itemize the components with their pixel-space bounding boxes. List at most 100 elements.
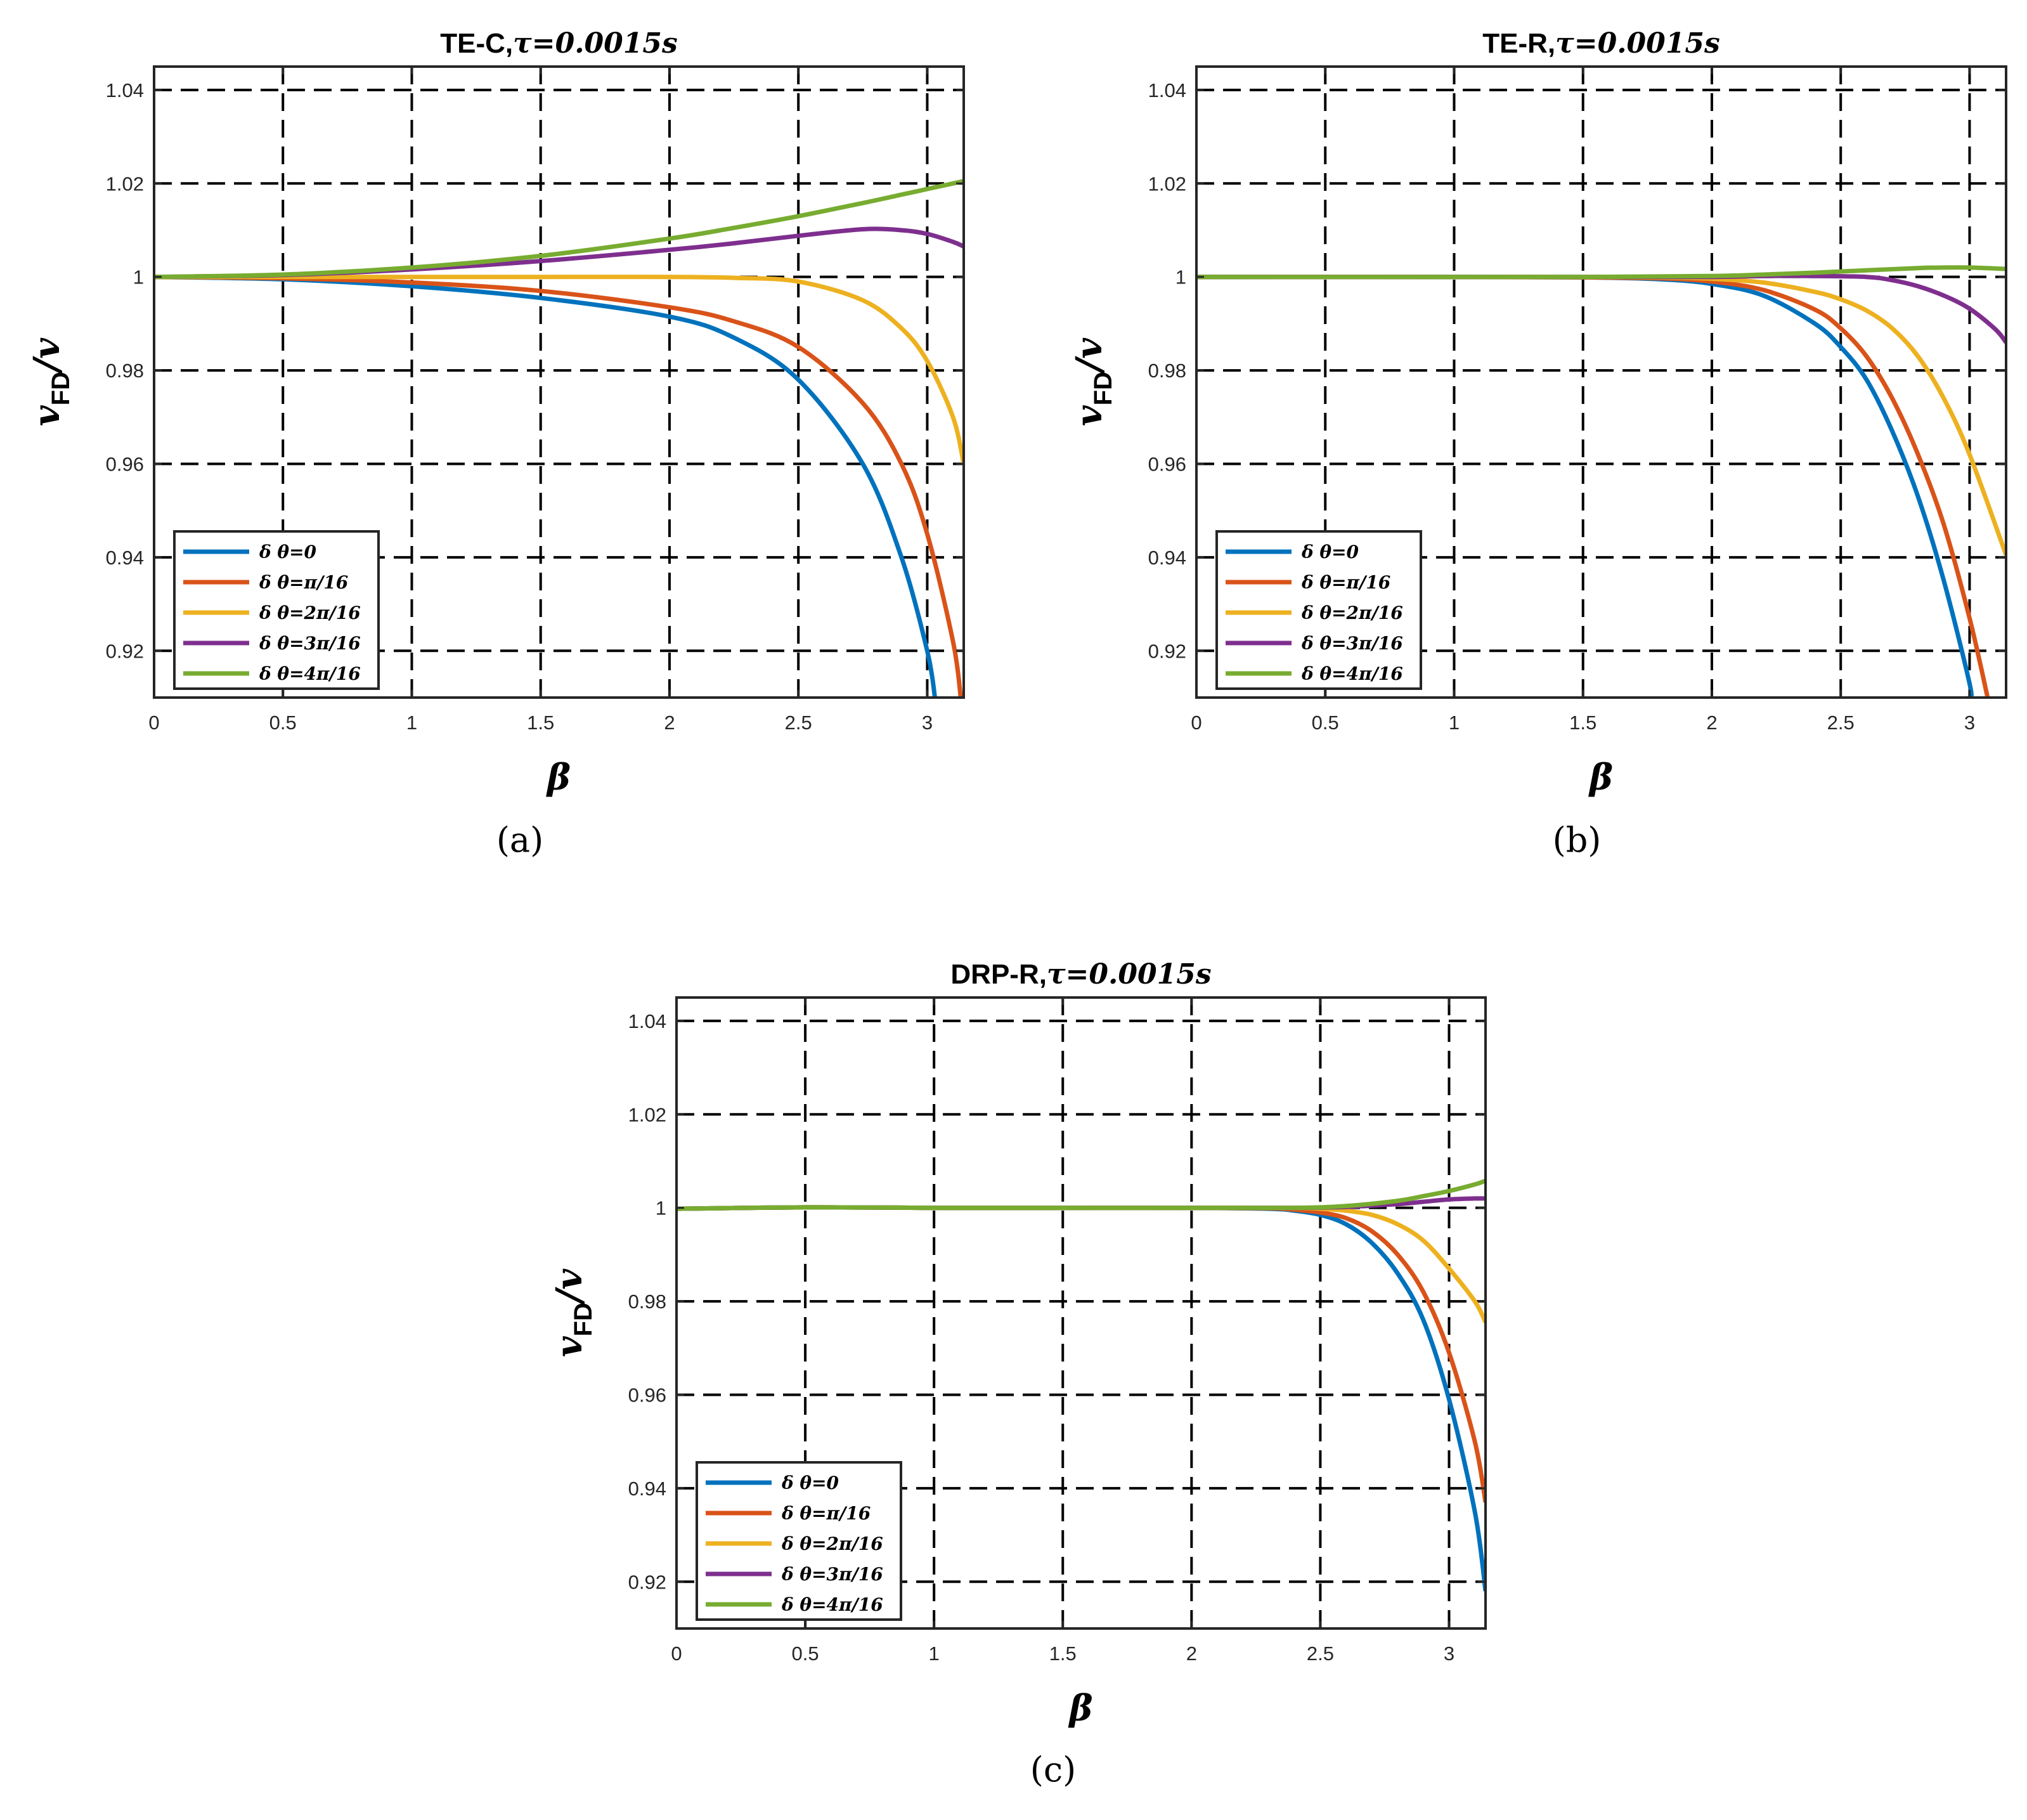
- x-tick-label: 2: [1186, 1642, 1197, 1665]
- legend-item: δ θ=2π/16: [183, 602, 361, 623]
- y-tick-label: 1.04: [628, 1010, 666, 1032]
- x-axis-label: β: [1068, 1687, 1092, 1729]
- series-line-5: [677, 1178, 1486, 1211]
- y-tick-label: 1: [656, 1197, 666, 1219]
- panel-caption: (a): [496, 820, 543, 860]
- x-tick-label: 2.5: [1307, 1642, 1334, 1665]
- legend-item: δ θ=4π/16: [706, 1594, 883, 1615]
- x-tick-label: 1: [1449, 712, 1460, 734]
- series-line-2: [154, 275, 963, 698]
- x-axis-label: β: [546, 757, 571, 798]
- y-label-main: v: [1068, 405, 1110, 426]
- series-group: [677, 1178, 1486, 1592]
- y-label-tail: /v: [548, 1268, 590, 1306]
- legend-item: δ θ=0: [1226, 542, 1359, 562]
- chart-panel-2: 0 0.5 1 1.5 2 2.5 3 0.92 0.94 0.96 0.98 1 1.02 1.04 TE…: [1068, 27, 2007, 860]
- x-tick-label: 1.5: [527, 712, 554, 734]
- y-tick-label: 1.02: [1148, 172, 1186, 195]
- legend-label: δ θ=2π/16: [1301, 602, 1403, 623]
- legend-label: δ θ=4π/16: [259, 663, 361, 684]
- y-tick-label: 0.92: [628, 1571, 666, 1593]
- y-tick-label: 1: [133, 266, 144, 289]
- panel-caption: (c): [1030, 1750, 1076, 1790]
- y-label-main: v: [548, 1336, 590, 1357]
- y-tick-label: 0.98: [1148, 360, 1186, 382]
- legend-item: δ θ=2π/16: [706, 1533, 883, 1554]
- y-label-subscript: FD: [1089, 372, 1117, 405]
- y-axis-label: vFD/v: [1068, 337, 1117, 426]
- y-tick-label: 0.94: [628, 1478, 666, 1500]
- x-tick-label: 0: [148, 712, 159, 734]
- legend-box: [696, 1461, 902, 1621]
- x-tick-label: 1: [406, 712, 417, 734]
- y-tick-label: 1.02: [628, 1103, 666, 1126]
- series-line-5: [154, 179, 964, 280]
- axes-frame: [1195, 65, 2007, 699]
- axes-frame: [153, 65, 965, 699]
- legend-item: δ θ=2π/16: [1226, 602, 1403, 623]
- y-tick-label: 0.98: [106, 360, 144, 382]
- legend-label: δ θ=0: [259, 542, 317, 562]
- chart-title: TE-R,τ=0.0015s: [1482, 27, 1720, 60]
- y-tick-label: 0.94: [106, 547, 144, 569]
- y-tick-label: 0.96: [106, 453, 144, 475]
- chart-panel-1: 0 0.5 1 1.5 2 2.5 3 0.92 0.94 0.96 0.98 1 1.02 1.04 TE…: [26, 27, 965, 860]
- y-tick-label: 1: [1175, 266, 1186, 289]
- legend-item: δ θ=0: [706, 1472, 839, 1493]
- legend-label: δ θ=3π/16: [781, 1564, 883, 1585]
- legend-label: δ θ=π/16: [259, 572, 348, 593]
- legend-box: [1215, 530, 1422, 690]
- chart-title: TE-C,τ=0.0015s: [440, 27, 678, 60]
- legend-label: δ θ=π/16: [781, 1503, 871, 1524]
- y-tick-label: 0.94: [1148, 547, 1186, 569]
- legend-label: δ θ=4π/16: [781, 1594, 883, 1615]
- y-tick-label: 1.04: [106, 79, 144, 101]
- y-label-tail: /v: [26, 337, 68, 375]
- legend-item: δ θ=3π/16: [706, 1564, 883, 1585]
- x-tick-label: 2.5: [785, 712, 812, 734]
- legend-item: δ θ=π/16: [706, 1503, 871, 1524]
- x-tick-label: 1.5: [1569, 712, 1596, 734]
- y-label-main: v: [26, 405, 68, 426]
- legend-item: δ θ=3π/16: [183, 633, 361, 654]
- series-group: [1196, 265, 2006, 698]
- y-tick-label: 1.04: [1148, 79, 1186, 101]
- series-line-5: [1196, 265, 2006, 280]
- legend-item: δ θ=0: [183, 542, 317, 562]
- y-axis-label: vFD/v: [548, 1268, 597, 1357]
- legend-label: δ θ=2π/16: [781, 1533, 883, 1554]
- y-axis-label: vFD/v: [26, 337, 75, 426]
- legend: δ θ=0 δ θ=π/16 δ θ=2π/16 δ θ=3π/16 δ θ=4π/16: [173, 530, 380, 690]
- y-label-subscript: FD: [47, 372, 75, 405]
- chart-title-param: τ=0.0015s: [1555, 27, 1720, 60]
- legend: δ θ=0 δ θ=π/16 δ θ=2π/16 δ θ=3π/16 δ θ=4π/16: [1215, 530, 1422, 690]
- y-tick-label: 0.96: [1148, 453, 1186, 475]
- chart-title: DRP-R,τ=0.0015s: [950, 958, 1211, 991]
- y-label-tail: /v: [1068, 337, 1110, 375]
- series-group: [154, 179, 964, 698]
- legend-label: δ θ=0: [781, 1472, 839, 1493]
- chart-title-param: τ=0.0015s: [513, 27, 678, 60]
- legend-label: δ θ=4π/16: [1301, 663, 1403, 684]
- x-tick-label: 0: [1191, 712, 1201, 734]
- series-line-3: [154, 275, 964, 465]
- axes-frame: [675, 996, 1487, 1630]
- chart-panel-3: 0 0.5 1 1.5 2 2.5 3 0.92 0.94 0.96 0.98 1 1.02 1.04 DR…: [548, 958, 1487, 1790]
- y-tick-label: 0.92: [1148, 640, 1186, 662]
- y-tick-label: 0.96: [628, 1384, 666, 1406]
- x-tick-label: 0.5: [269, 712, 297, 734]
- legend-label: δ θ=3π/16: [1301, 633, 1403, 654]
- legend-label: δ θ=3π/16: [259, 633, 361, 654]
- chart-title-main: TE-C,: [440, 28, 513, 59]
- legend-item: δ θ=π/16: [183, 572, 348, 593]
- y-tick-label: 1.02: [106, 172, 144, 195]
- x-tick-label: 2: [664, 712, 675, 734]
- x-tick-label: 2.5: [1827, 712, 1855, 734]
- y-tick-label: 0.98: [628, 1290, 666, 1313]
- y-tick-label: 0.92: [106, 640, 144, 662]
- x-tick-label: 1.5: [1049, 1642, 1077, 1665]
- x-tick-label: 2: [1706, 712, 1717, 734]
- x-tick-label: 0.5: [792, 1642, 819, 1665]
- chart-title-main: DRP-R,: [950, 959, 1047, 990]
